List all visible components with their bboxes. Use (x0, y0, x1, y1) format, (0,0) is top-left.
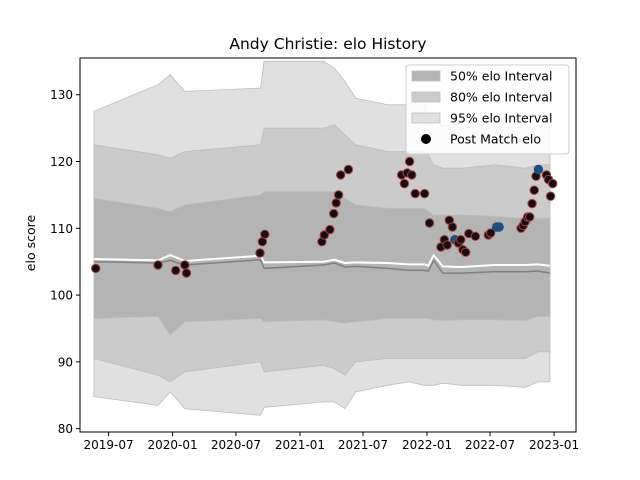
legend-swatch (411, 70, 441, 82)
x-tick-label: 2022-07 (465, 438, 515, 452)
post-match-elo-point (325, 224, 335, 235)
post-match-elo-point (442, 240, 452, 250)
y-tick-label: 90 (58, 355, 73, 369)
post-match-elo-point (527, 198, 537, 209)
post-match-elo-point (399, 178, 410, 189)
legend-label: 50% elo Interval (450, 69, 552, 84)
post-match-elo-point (419, 188, 430, 199)
median-elo-line (93, 258, 551, 274)
legend-label: 95% elo Interval (450, 111, 552, 126)
post-match-elo-point (545, 191, 556, 201)
post-match-elo-point (533, 164, 544, 175)
post-match-elo-point (447, 222, 458, 232)
legend-swatch (411, 91, 441, 103)
post-match-elo-point (319, 230, 329, 240)
legend-marker (421, 134, 431, 144)
interval-50-band (93, 191, 551, 336)
x-tick-label: 2019-07 (83, 438, 133, 452)
y-axis-label: elo score (23, 215, 38, 272)
mean-elo-line (93, 254, 551, 268)
post-match-elo-point (410, 188, 420, 199)
y-tick-label: 80 (58, 422, 73, 436)
post-match-elo-point (343, 164, 354, 175)
legend-swatch (411, 112, 441, 124)
post-match-elo-point (525, 212, 535, 222)
legend-label: 80% elo Interval (450, 90, 552, 105)
post-match-elo-point (529, 185, 539, 195)
y-tick-label: 130 (50, 88, 73, 102)
chart-title: Andy Christie: elo History (229, 35, 426, 53)
post-match-elo-point (260, 229, 270, 240)
post-match-elo-point (181, 268, 192, 278)
post-match-elo-point (456, 235, 466, 245)
x-tick-label: 2020-07 (211, 438, 261, 452)
post-match-elo-point (171, 265, 181, 276)
post-match-elo-point (486, 228, 496, 238)
y-tick-label: 110 (50, 222, 73, 236)
legend-label: Post Match elo (450, 132, 541, 147)
x-tick-label: 2021-07 (338, 438, 388, 452)
plot-frame (79, 57, 577, 433)
post-match-elo-point (461, 247, 471, 258)
post-match-elo-point (424, 218, 435, 228)
post-match-elo-point (329, 208, 339, 219)
post-match-elo-point (180, 260, 190, 270)
post-match-elo-point (404, 156, 415, 167)
legend-box (405, 64, 570, 155)
post-match-elo-point (336, 170, 346, 180)
post-match-elo-point (470, 231, 481, 242)
y-tick-label: 100 (50, 289, 73, 303)
x-tick-label: 2022-01 (402, 438, 452, 452)
post-match-elo-point (331, 198, 341, 208)
post-match-elo-point (548, 178, 558, 189)
post-match-elo-point (407, 170, 417, 180)
post-match-elo-point (333, 190, 344, 200)
post-match-elo-point (494, 222, 504, 232)
x-tick-label: 2021-01 (275, 438, 325, 452)
x-tick-label: 2020-01 (148, 438, 198, 452)
post-match-elo-point (91, 263, 101, 274)
legend: 50% elo Interval 80% elo Interval 95% elo … (405, 64, 570, 155)
x-tick-label: 2023-01 (529, 438, 579, 452)
post-match-elo-point (153, 260, 163, 270)
post-match-elo-point (255, 248, 265, 258)
y-tick-label: 120 (50, 155, 73, 169)
